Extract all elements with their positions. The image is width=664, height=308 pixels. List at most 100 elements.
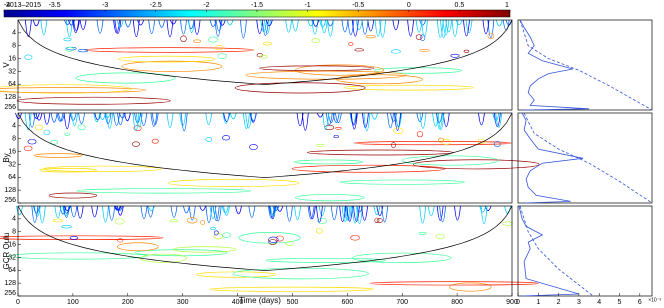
contour (494, 141, 501, 148)
contour (316, 227, 323, 234)
contour (291, 164, 446, 173)
contour (351, 19, 359, 37)
x-tick-label: 700 (396, 299, 408, 306)
x-tick-label: 2 (557, 299, 561, 306)
y-tick-label: 16 (8, 148, 16, 155)
contour (208, 36, 219, 43)
contour (343, 205, 351, 221)
contour (445, 19, 453, 33)
contour (492, 112, 500, 122)
contour (212, 205, 220, 222)
contour (169, 19, 177, 25)
y-tick-label: 128 (4, 280, 16, 287)
contour (415, 19, 423, 33)
contour (169, 219, 179, 223)
contour (200, 219, 206, 225)
contour (454, 205, 461, 221)
contour (435, 112, 443, 124)
contour (214, 44, 224, 51)
spectrum-line (519, 205, 594, 297)
contour (180, 19, 187, 35)
contour (335, 126, 342, 130)
colorbar-tick-label: 1 (505, 2, 509, 9)
contour (312, 19, 320, 27)
contour (193, 39, 201, 43)
contour (166, 112, 174, 128)
contour (140, 205, 148, 219)
contour (108, 205, 116, 221)
contour (209, 19, 217, 28)
y-tick-label: 256 (4, 104, 16, 111)
contour (294, 205, 301, 221)
y-tick-label: 4 (12, 30, 16, 37)
contour (0, 87, 147, 94)
contour (477, 138, 486, 144)
contour (117, 112, 124, 126)
contour (416, 131, 423, 138)
contour (437, 137, 444, 143)
cone-of-influence (17, 19, 513, 85)
contour (42, 165, 162, 172)
contour (63, 112, 71, 130)
contour (232, 267, 369, 280)
contour (395, 112, 402, 128)
contour (199, 205, 207, 211)
contour (401, 155, 499, 166)
plot-frame (517, 19, 653, 111)
contour (180, 35, 187, 43)
x-tick-label: 900 (506, 299, 518, 306)
y-tick-label: 8 (12, 43, 16, 50)
contour (249, 144, 258, 150)
contour (96, 19, 104, 34)
plot-frame (17, 112, 513, 204)
x-tick-label: 400 (232, 299, 244, 306)
contour (463, 49, 470, 53)
contour (91, 205, 99, 218)
contour (27, 139, 37, 145)
contour (367, 19, 375, 32)
contour (78, 112, 85, 125)
contour (450, 53, 460, 58)
contour (114, 19, 122, 34)
contour (240, 19, 247, 39)
contour (381, 205, 389, 223)
spectrum-line (519, 19, 653, 111)
contour (68, 19, 75, 26)
contour (294, 159, 363, 165)
y-tick-label: 32 (8, 161, 16, 168)
contour (322, 112, 330, 130)
contour (493, 112, 501, 128)
contour (495, 19, 503, 27)
contour (229, 112, 237, 120)
contour (269, 205, 277, 217)
x-tick-label: 300 (177, 299, 189, 306)
contour (272, 205, 280, 212)
x-tick-label: 600 (341, 299, 353, 306)
contour (210, 226, 216, 231)
contour (15, 112, 22, 120)
contour (353, 141, 512, 146)
colorbar-tick-label: -1.5 (251, 2, 263, 9)
y-tick-label: 8 (12, 229, 16, 236)
contour (285, 241, 294, 246)
contour (463, 19, 470, 37)
contour (56, 112, 64, 122)
contour (295, 64, 385, 76)
contour (148, 19, 156, 35)
contour (71, 112, 78, 127)
y-tick-label: 128 (4, 94, 16, 101)
y-tick-label: 4 (12, 216, 16, 223)
contour (38, 205, 46, 224)
contour (234, 82, 366, 94)
y-tick-label: 4 (12, 123, 16, 130)
contour (320, 19, 328, 34)
contour (166, 19, 174, 38)
contour (70, 205, 78, 218)
contour (205, 205, 213, 224)
x-tick-label: 1 (536, 299, 540, 306)
contour (24, 19, 32, 38)
contour (205, 112, 213, 125)
y-axis-label: V (2, 62, 11, 68)
contour (69, 112, 77, 121)
contour (259, 55, 268, 59)
